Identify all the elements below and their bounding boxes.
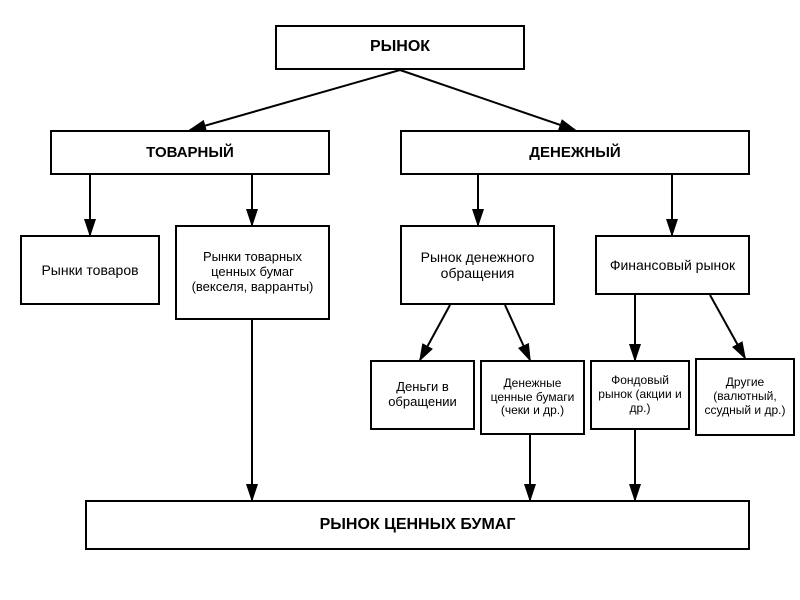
node-goods-label: ТОВАРНЫЙ xyxy=(146,144,234,161)
node-goods: ТОВАРНЫЙ xyxy=(50,130,330,175)
node-money-label: ДЕНЕЖНЫЙ xyxy=(529,144,620,161)
node-b3: Фондовый рынок (акции и др.) xyxy=(590,360,690,430)
node-m2-label: Финансовый рынок xyxy=(610,257,735,273)
node-root: РЫНОК xyxy=(275,25,525,70)
node-m1: Рынок денежного обращения xyxy=(400,225,555,305)
node-m1-label: Рынок денежного обращения xyxy=(408,249,547,281)
node-b1-label: Деньги в обращении xyxy=(378,380,467,410)
node-final-label: РЫНОК ЦЕННЫХ БУМАГ xyxy=(320,516,516,534)
node-g1-label: Рынки товаров xyxy=(41,262,138,278)
node-b2-label: Денежные ценные бумаги (чеки и др.) xyxy=(488,377,577,418)
node-final: РЫНОК ЦЕННЫХ БУМАГ xyxy=(85,500,750,550)
node-g1: Рынки товаров xyxy=(20,235,160,305)
node-b2: Денежные ценные бумаги (чеки и др.) xyxy=(480,360,585,435)
node-b1: Деньги в обращении xyxy=(370,360,475,430)
node-b4: Другие (валютный, ссудный и др.) xyxy=(695,358,795,436)
node-g2-label: Рынки товарных ценных бумаг (векселя, ва… xyxy=(183,250,322,295)
node-m2: Финансовый рынок xyxy=(595,235,750,295)
node-g2: Рынки товарных ценных бумаг (векселя, ва… xyxy=(175,225,330,320)
node-money: ДЕНЕЖНЫЙ xyxy=(400,130,750,175)
node-b4-label: Другие (валютный, ссудный и др.) xyxy=(703,376,787,417)
node-root-label: РЫНОК xyxy=(370,38,430,56)
node-b3-label: Фондовый рынок (акции и др.) xyxy=(598,374,682,415)
